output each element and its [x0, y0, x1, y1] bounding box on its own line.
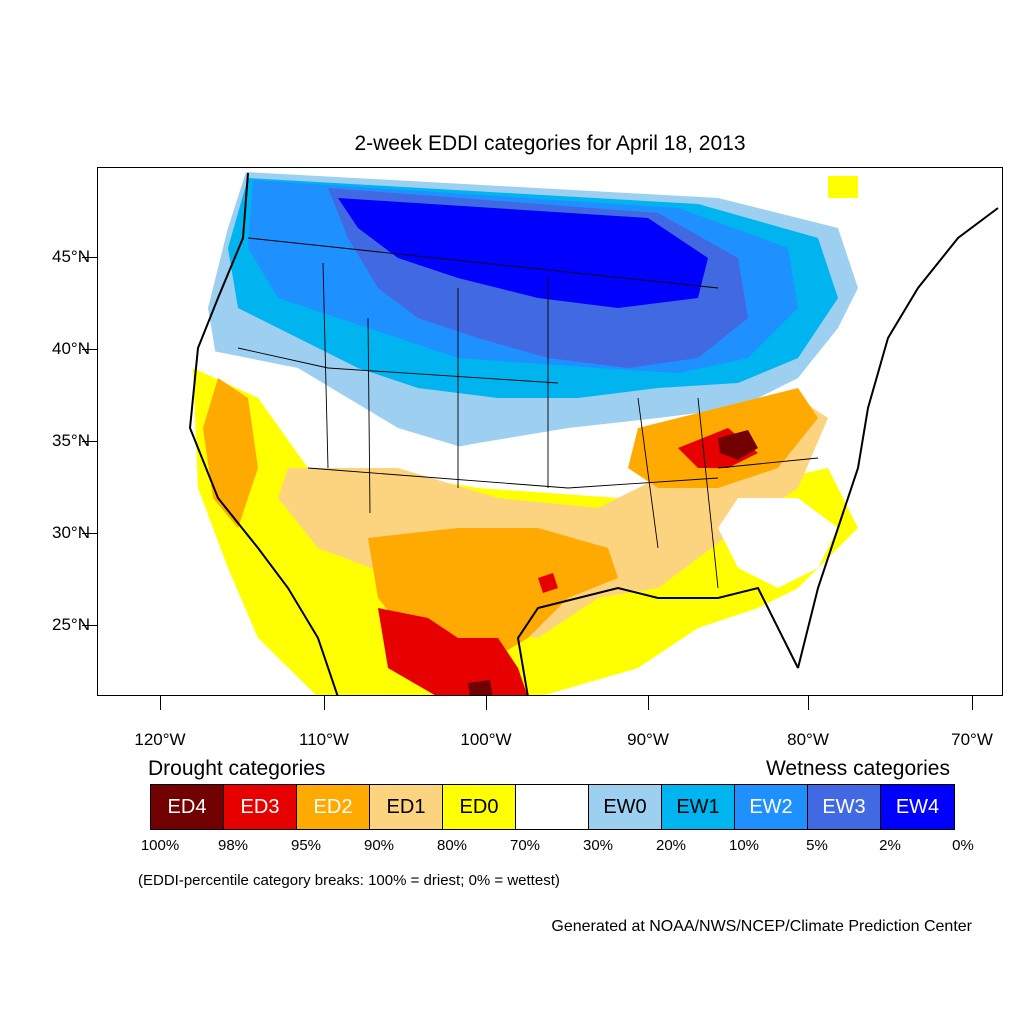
- legend-swatch-ed0: ED0: [443, 785, 516, 829]
- region-ed0-northeast: [828, 176, 858, 198]
- lon-label-90w: 90°W: [627, 730, 669, 749]
- legend-color-bar: ED4 ED3 ED2 ED1 ED0 EW0 EW1 EW2 EW3 EW4: [150, 784, 955, 830]
- legend-percentile-label: 70%: [509, 837, 541, 854]
- map-panel: [97, 167, 1003, 696]
- lat-label-45n: 45°N: [52, 247, 90, 266]
- legend-percentile-label: 30%: [582, 837, 614, 854]
- lat-tick: [82, 441, 97, 442]
- region-neutral-southeast: [718, 498, 838, 588]
- lon-label-100w: 100°W: [460, 730, 512, 749]
- lon-tick: [648, 696, 649, 710]
- legend-swatch-ew3: EW3: [808, 785, 881, 829]
- legend-percentile-label: 10%: [728, 837, 760, 854]
- lon-label-120w: 120°W: [134, 730, 186, 749]
- legend-swatch-ed1: ED1: [370, 785, 443, 829]
- lat-label-35n: 35°N: [52, 431, 90, 450]
- region-ed4-south: [468, 430, 758, 695]
- lon-tick: [486, 696, 487, 710]
- lat-label-30n: 30°N: [52, 523, 90, 542]
- legend-wetness-title: Wetness categories: [765, 757, 950, 780]
- legend-swatch-ew1: EW1: [662, 785, 735, 829]
- lat-label-25n: 25°N: [52, 615, 90, 634]
- legend-note: (EDDI-percentile category breaks: 100% =…: [138, 872, 560, 889]
- legend-drought-title: Drought categories: [148, 757, 326, 780]
- lon-tick: [808, 696, 809, 710]
- conus-eddi-map: [188, 172, 999, 695]
- lat-tick: [82, 349, 97, 350]
- legend-swatch-ew2: EW2: [735, 785, 808, 829]
- lat-tick: [82, 533, 97, 534]
- legend-percentile-label: 80%: [436, 837, 468, 854]
- lat-tick: [82, 625, 97, 626]
- lon-label-70w: 70°W: [951, 730, 993, 749]
- legend-percentile-label: 98%: [217, 837, 249, 854]
- lat-label-40n: 40°N: [52, 339, 90, 358]
- legend-percentile-label: 100%: [140, 837, 180, 854]
- lon-tick: [972, 696, 973, 710]
- region-ed2-south: [203, 378, 818, 668]
- legend-swatch-ew4: EW4: [881, 785, 954, 829]
- legend-percentile-label: 90%: [363, 837, 395, 854]
- lat-tick: [82, 257, 97, 258]
- lon-label-80w: 80°W: [787, 730, 829, 749]
- legend-swatch-ew0: EW0: [589, 785, 662, 829]
- credit-line: Generated at NOAA/NWS/NCEP/Climate Predi…: [551, 918, 972, 935]
- legend-percentile-label: 95%: [290, 837, 322, 854]
- legend-percentile-label: 2%: [879, 837, 901, 854]
- legend-percentile-label: 20%: [655, 837, 687, 854]
- region-ed3-south: [378, 428, 758, 695]
- legend-percentile-label: 5%: [806, 837, 828, 854]
- map-title: 2-week EDDI categories for April 18, 201…: [354, 132, 746, 155]
- lon-tick: [324, 696, 325, 710]
- legend-swatch-neutral: [516, 785, 589, 829]
- legend-swatch-ed2: ED2: [297, 785, 370, 829]
- coastline: [188, 172, 999, 695]
- region-ew4-north: [338, 198, 708, 308]
- legend-swatch-ed4: ED4: [151, 785, 224, 829]
- lon-tick: [160, 696, 161, 710]
- legend-swatch-ed3: ED3: [224, 785, 297, 829]
- legend-percentile-label: 0%: [952, 837, 974, 854]
- lon-label-110w: 110°W: [299, 730, 349, 749]
- state-boundaries: [237, 237, 819, 589]
